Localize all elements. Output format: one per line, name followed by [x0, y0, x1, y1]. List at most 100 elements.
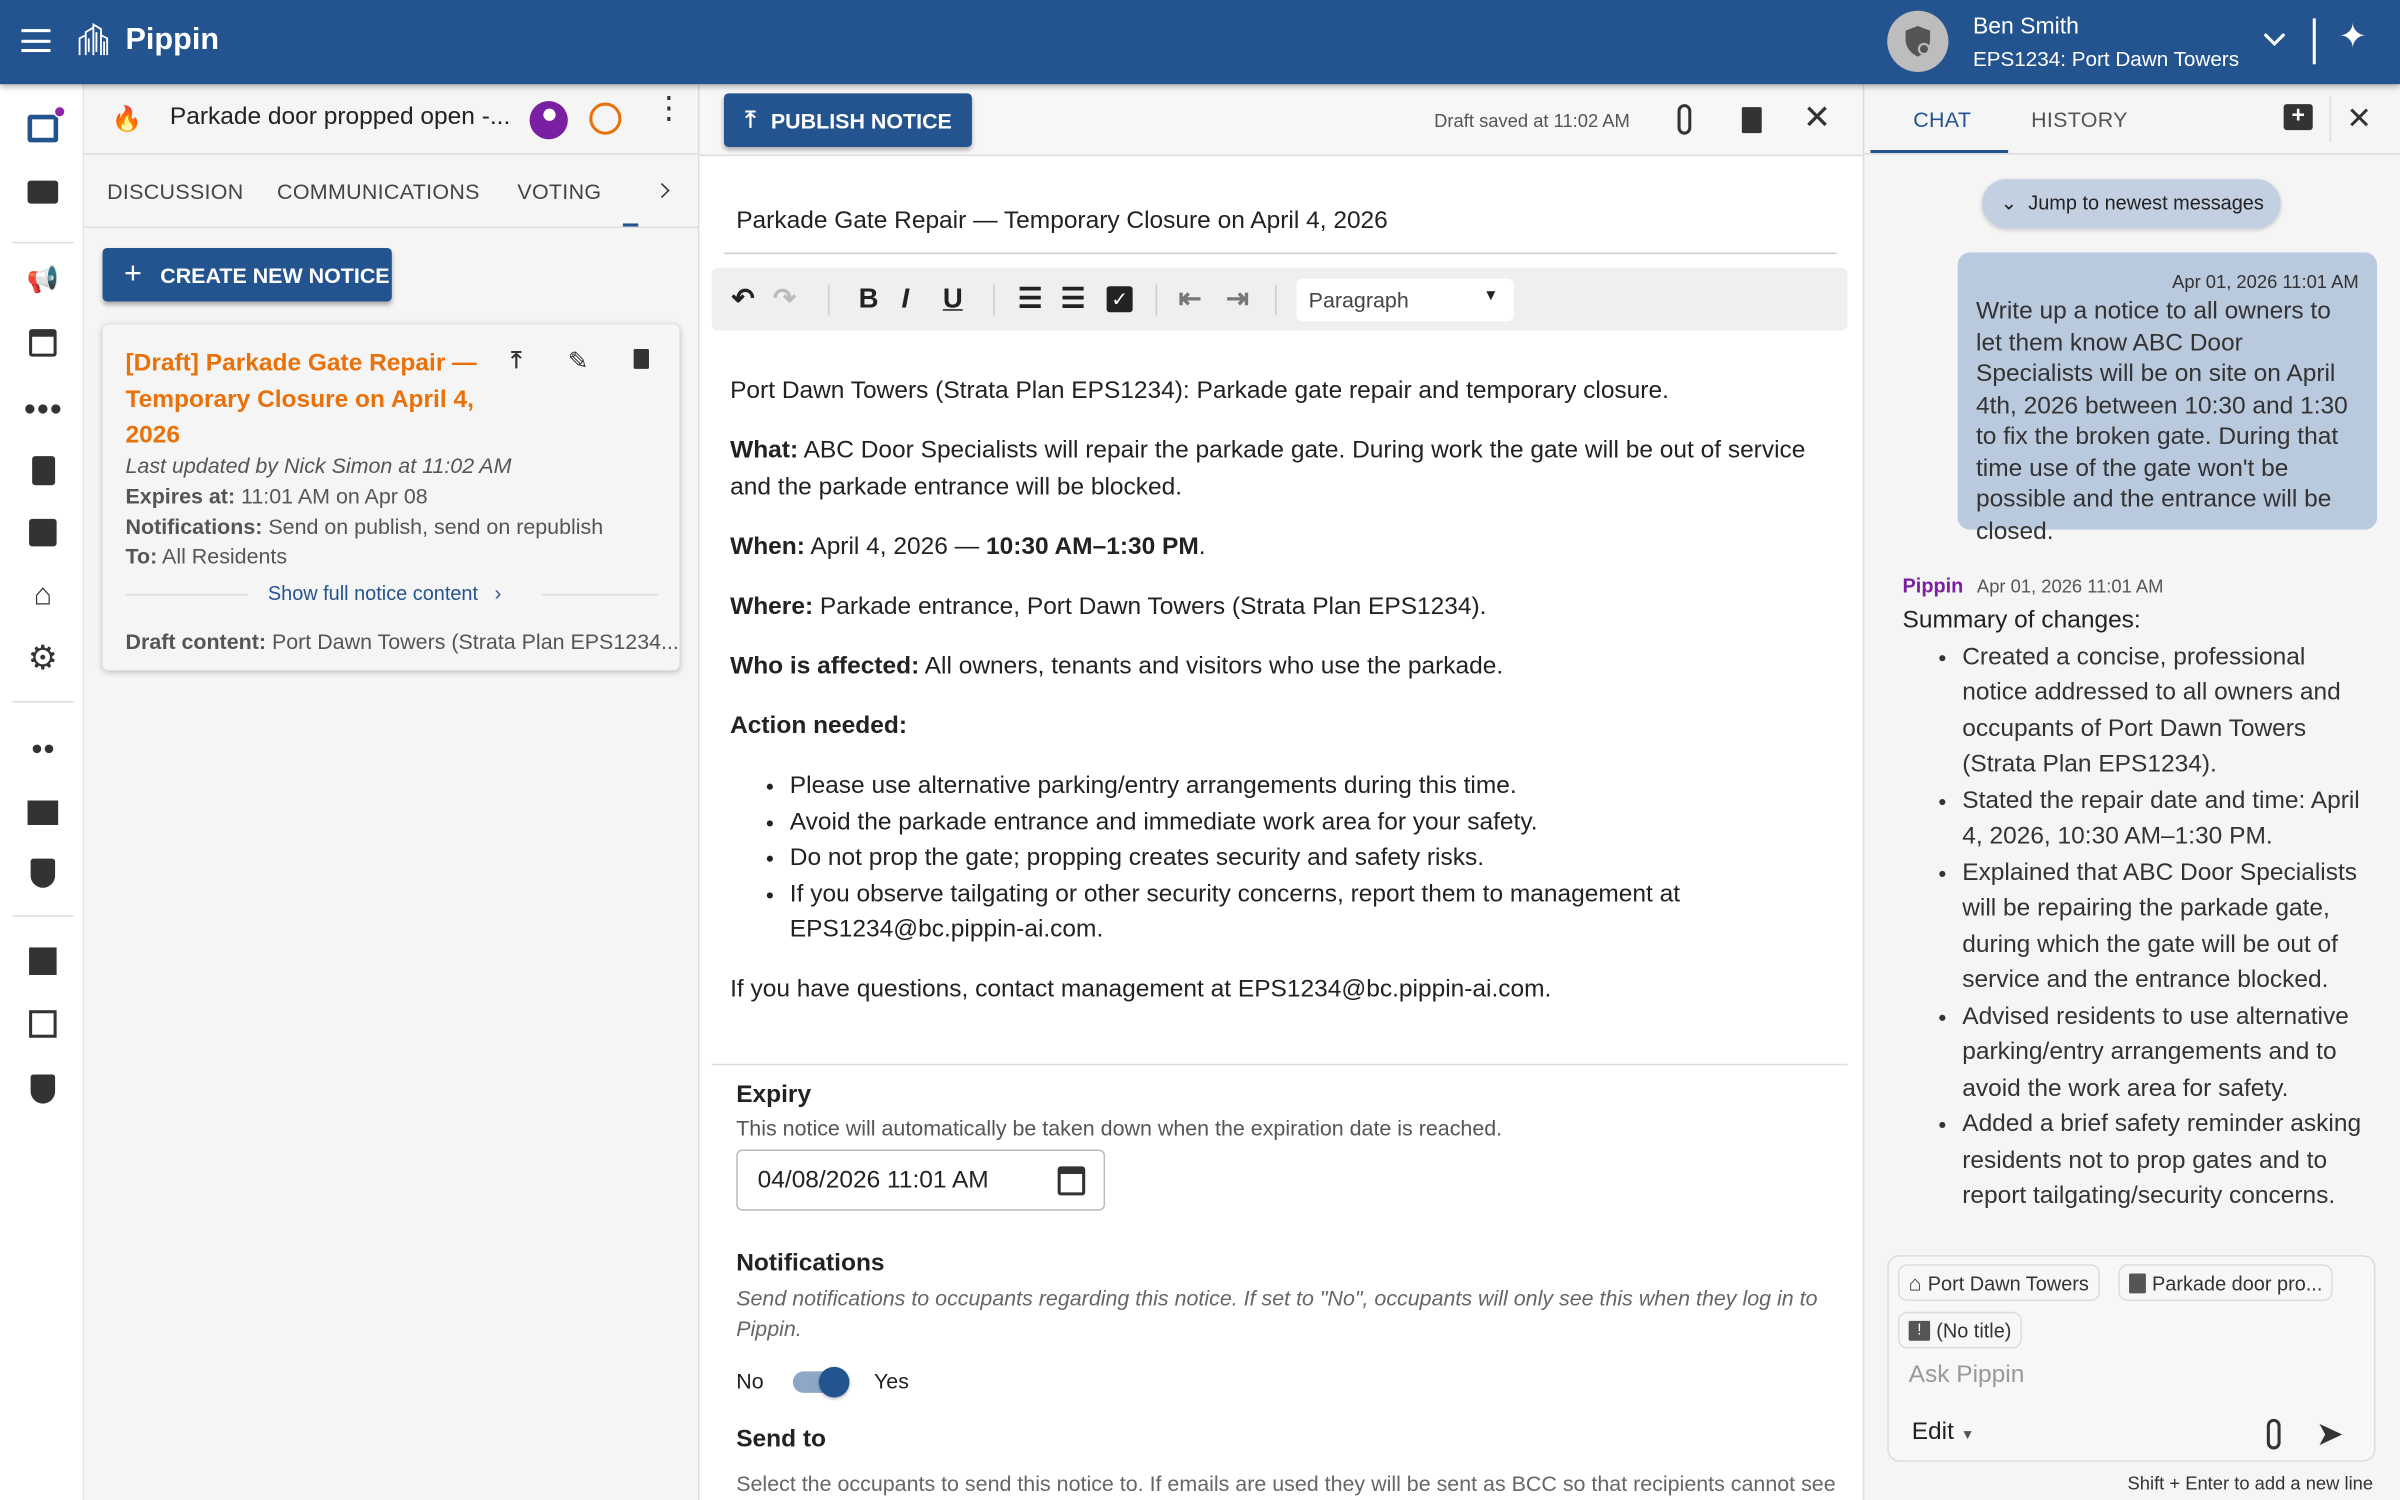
notice-editor: ⤒ PUBLISH NOTICE Draft saved at 11:02 AM… [699, 84, 1863, 1500]
ai-sparkles-icon[interactable]: ✦ [2338, 16, 2367, 56]
to-value: All Residents [162, 543, 288, 568]
publish-notice-button[interactable]: ⤒ PUBLISH NOTICE [723, 93, 972, 147]
indent-icon[interactable]: ⇥ [1226, 283, 1250, 314]
home-icon[interactable]: ⌂ [33, 577, 53, 612]
context-chip-thread[interactable]: Parkade door pro... [2118, 1264, 2334, 1302]
summary-item: Explained that ABC Door Specialists will… [1962, 855, 2377, 999]
notifications-description: Send notifications to occupants regardin… [736, 1285, 1818, 1341]
shield-user-icon [1905, 26, 1931, 57]
chat-input-box: ⌂ Port Dawn Towers Parkade door pro... !(… [1887, 1255, 2376, 1462]
notice-title-input[interactable]: Parkade Gate Repair — Temporary Closure … [736, 208, 1388, 235]
input-hint: Shift + Enter to add a new line [2127, 1472, 2374, 1494]
tab-voting[interactable]: VOTING [517, 179, 602, 204]
divider [12, 701, 74, 703]
notice-body[interactable]: Port Dawn Towers (Strata Plan EPS1234): … [730, 373, 1840, 1030]
user-name: Ben Smith [1972, 13, 2079, 40]
publish-icon: ⤒ [745, 107, 756, 134]
mode-select[interactable]: Edit ▼ [1911, 1418, 1975, 1445]
menu-icon[interactable] [21, 29, 51, 53]
expires-value: 11:01 AM on Apr 08 [241, 483, 428, 509]
publish-icon[interactable]: ⤒ [511, 347, 522, 374]
user-avatar[interactable] [1887, 10, 1949, 72]
intro-paragraph: Port Dawn Towers (Strata Plan EPS1234): … [730, 378, 1669, 405]
thread-panel: 🔥 Parkade door propped open -... ⋮ DISCU… [84, 84, 700, 1500]
top-bar: Pippin Ben Smith EPS1234: Port Dawn Towe… [0, 0, 2400, 85]
thread-title: Parkade door propped open -... [169, 104, 511, 131]
edit-icon[interactable]: ✎ [567, 348, 589, 375]
expiry-date-input[interactable]: 04/08/2026 11:01 AM [736, 1149, 1106, 1211]
undo-icon[interactable]: ↶ [731, 283, 755, 314]
bullet-list-icon[interactable]: ☰ [1060, 283, 1086, 314]
double-chevron-down-icon: ⌄ [2000, 191, 2018, 215]
tab-discussion[interactable]: DISCUSSION [107, 179, 244, 204]
expires-label: Expires at: [125, 483, 236, 509]
message-text: Write up a notice to all owners to let t… [1976, 298, 2348, 545]
attach-icon[interactable] [2266, 1418, 2281, 1450]
dropdown-arrow-icon: ▼ [1483, 287, 1499, 305]
tab-history[interactable]: HISTORY [2031, 107, 2128, 132]
tab-communications[interactable]: COMMUNICATIONS [277, 179, 480, 204]
what-paragraph: What: ABC Door Specialists will repair t… [730, 437, 1806, 501]
office-building-icon[interactable] [24, 1006, 61, 1043]
tab-chat[interactable]: CHAT [1913, 107, 1972, 132]
tab-indicator [1870, 149, 2009, 154]
create-notice-label: CREATE NEW NOTICE [160, 262, 390, 287]
checklist-icon[interactable]: ✓ [1106, 286, 1133, 313]
inbox-icon[interactable] [24, 105, 66, 147]
send-to-heading: Send to [736, 1426, 827, 1453]
new-chat-icon[interactable]: + [2283, 103, 2313, 131]
settings-icon[interactable]: ⚙ [27, 638, 58, 677]
buildings-logo-icon [78, 22, 109, 56]
italic-icon[interactable]: I [901, 283, 910, 314]
ask-pippin-input[interactable]: Ask Pippin [1908, 1362, 2025, 1389]
home-icon: ⌂ [1908, 1270, 1922, 1295]
feedback-icon: ! [1908, 1320, 1931, 1341]
numbered-list-icon[interactable]: ☰ [1017, 283, 1043, 314]
context-chip-discussion[interactable]: ! (No title) [1897, 1311, 2023, 1349]
people-icon[interactable]: ●● [30, 735, 55, 759]
attach-icon[interactable] [1677, 104, 1692, 135]
clock-icon[interactable] [589, 102, 622, 135]
close-chat-icon[interactable]: ✕ [2346, 102, 2373, 137]
create-notice-button[interactable]: + CREATE NEW NOTICE [102, 247, 392, 302]
app-name: Pippin [125, 22, 220, 57]
chevron-down-icon[interactable] [2263, 24, 2286, 47]
chevron-right-icon[interactable] [654, 182, 670, 199]
delete-icon[interactable] [633, 348, 649, 369]
bold-icon[interactable]: B [858, 283, 879, 314]
notifications-toggle[interactable] [792, 1366, 850, 1398]
summary-list: Created a concise, professional notice a… [1962, 639, 2377, 1215]
document-icon[interactable] [24, 452, 61, 489]
bot-time: Apr 01, 2026 11:01 AM [1976, 575, 2164, 597]
delete-icon[interactable] [1741, 107, 1762, 134]
show-full-content-link[interactable]: Show full notice content › [267, 581, 502, 605]
expiry-heading: Expiry [736, 1082, 812, 1109]
underline-icon[interactable]: U [942, 283, 963, 314]
mail-icon[interactable] [24, 173, 61, 210]
shield-user-icon[interactable] [24, 854, 61, 891]
outdent-icon[interactable]: ⇤ [1178, 283, 1202, 314]
draft-content-value: Port Dawn Towers (Strata Plan EPS1234... [271, 629, 679, 654]
megaphone-icon[interactable]: 📢 [26, 264, 60, 294]
context-chip-building[interactable]: ⌂ Port Dawn Towers [1897, 1264, 2100, 1302]
shield-user-icon[interactable] [24, 1070, 61, 1107]
apartment-icon[interactable] [24, 943, 61, 980]
divider [12, 241, 74, 244]
more-vert-icon[interactable]: ⋮ [653, 91, 685, 126]
redo-icon[interactable]: ↷ [772, 283, 797, 314]
send-icon[interactable]: ➤ [2315, 1414, 2345, 1453]
article-icon[interactable] [24, 514, 61, 551]
block-format-select[interactable]: Paragraph ▼ [1296, 278, 1514, 322]
calendar-icon[interactable] [24, 324, 61, 361]
message-time: Apr 01, 2026 11:01 AM [2172, 270, 2359, 293]
building-icon[interactable] [24, 791, 61, 828]
calendar-icon[interactable] [1057, 1166, 1086, 1196]
draft-saved-status: Draft saved at 11:02 AM [1434, 110, 1630, 132]
jump-to-newest-button[interactable]: ⌄ Jump to newest messages [1982, 179, 2281, 229]
tab-indicator [622, 223, 639, 227]
assignee-avatar[interactable] [529, 101, 568, 140]
people-group-icon[interactable]: ●●● [23, 394, 63, 420]
action-item: Avoid the parkade entrance and immediate… [790, 804, 1840, 840]
close-icon[interactable]: ✕ [1803, 97, 1832, 137]
notice-title[interactable]: [Draft] Parkade Gate Repair — Temporary … [125, 350, 477, 449]
